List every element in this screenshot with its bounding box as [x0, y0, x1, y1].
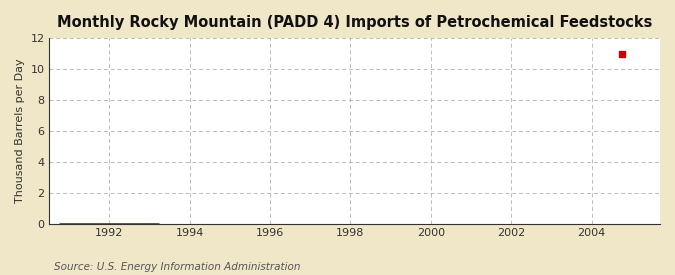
Y-axis label: Thousand Barrels per Day: Thousand Barrels per Day — [15, 59, 25, 203]
Title: Monthly Rocky Mountain (PADD 4) Imports of Petrochemical Feedstocks: Monthly Rocky Mountain (PADD 4) Imports … — [57, 15, 652, 30]
Text: Source: U.S. Energy Information Administration: Source: U.S. Energy Information Administ… — [54, 262, 300, 272]
